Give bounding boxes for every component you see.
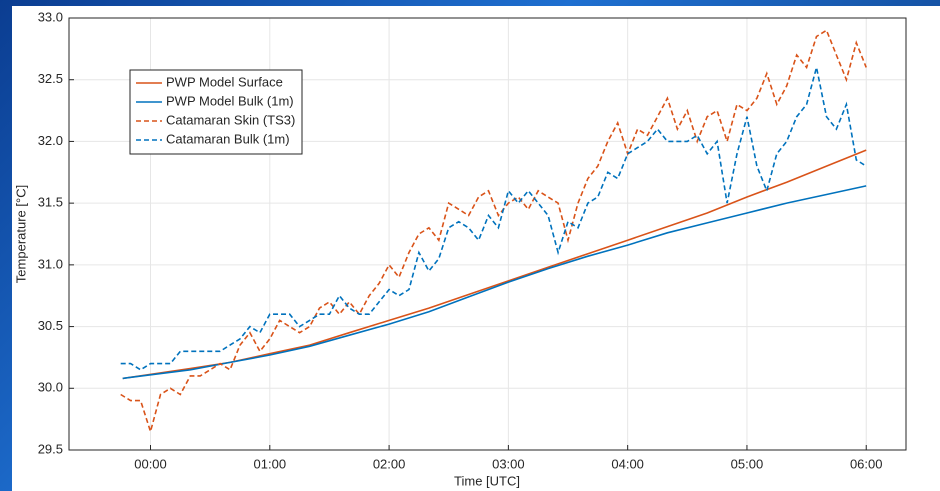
x-tick-label: 01:00 bbox=[254, 456, 287, 471]
y-tick-label: 30.5 bbox=[38, 318, 63, 333]
series-line bbox=[120, 29, 867, 435]
plot-border bbox=[68, 17, 907, 451]
y-tick-label: 32.0 bbox=[38, 133, 63, 148]
y-tick-label: 29.5 bbox=[38, 441, 63, 456]
legend-label: PWP Model Surface bbox=[166, 74, 283, 89]
y-tick-label: 31.5 bbox=[38, 195, 63, 210]
legend-label: Catamaran Bulk (1m) bbox=[166, 131, 290, 146]
legend-label: PWP Model Bulk (1m) bbox=[166, 93, 294, 108]
x-tick-label: 06:00 bbox=[850, 456, 883, 471]
legend-label: Catamaran Skin (TS3) bbox=[166, 112, 295, 127]
x-tick-label: 05:00 bbox=[731, 456, 764, 471]
y-axis-label: Temperature [°C] bbox=[13, 185, 28, 283]
y-tick-label: 32.5 bbox=[38, 71, 63, 86]
x-tick-label: 00:00 bbox=[134, 456, 167, 471]
y-tick-label: 33.0 bbox=[38, 9, 63, 24]
series-line bbox=[120, 67, 867, 371]
x-tick-label: 03:00 bbox=[492, 456, 525, 471]
legend-box bbox=[129, 69, 303, 155]
series-line bbox=[122, 149, 867, 380]
y-tick-label: 30.0 bbox=[38, 380, 63, 395]
series-line bbox=[122, 185, 867, 380]
y-tick-label: 31.0 bbox=[38, 256, 63, 271]
x-tick-label: 02:00 bbox=[373, 456, 406, 471]
x-tick-label: 04:00 bbox=[611, 456, 644, 471]
x-axis-label: Time [UTC] bbox=[454, 473, 520, 488]
